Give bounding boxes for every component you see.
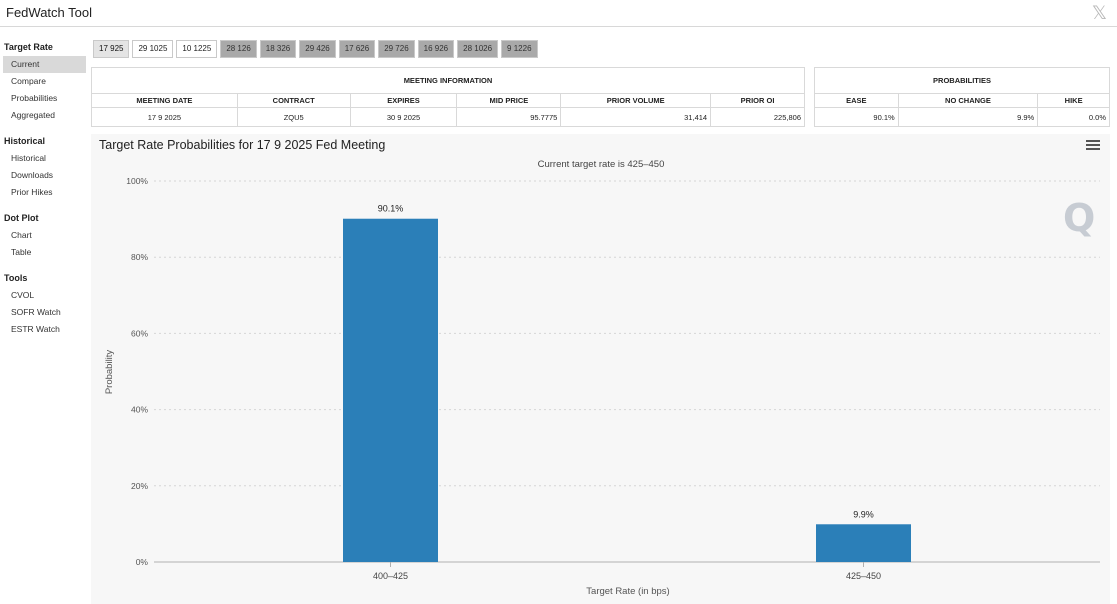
x-tick-label: 400–425 — [373, 571, 408, 581]
y-tick-label: 40% — [131, 405, 148, 415]
y-tick-label: 0% — [136, 557, 149, 567]
chart-title: Target Rate Probabilities for 17 9 2025 … — [99, 138, 386, 152]
probabilities-table: PROBABILITIES EASE NO CHANGE HIKE 90.1% 9.9… — [814, 67, 1110, 127]
sidebar-item-table[interactable]: Table — [11, 247, 32, 257]
x-tick-label: 425–450 — [846, 571, 881, 581]
meeting-tab[interactable]: 29 1025 — [132, 40, 174, 58]
table-cell: ZQU5 — [236, 107, 351, 127]
watermark-logo: Q — [1063, 196, 1096, 240]
meeting-tab[interactable]: 10 1225 — [176, 40, 218, 58]
sidebar-heading: Historical — [4, 136, 46, 146]
column-header: EXPIRES — [349, 93, 458, 108]
column-header: PRIOR OI — [710, 93, 805, 108]
column-header: PRIOR VOLUME — [560, 93, 712, 108]
y-tick-label: 80% — [131, 252, 148, 262]
sidebar-section: Historical Historical Downloads Prior Hikes — [0, 130, 86, 201]
sidebar-item-chart[interactable]: Chart — [11, 230, 32, 240]
close-icon[interactable]: 𝕏 — [1091, 2, 1107, 24]
sidebar-heading: Dot Plot — [4, 213, 39, 223]
target-rate-chart: 0% 20% 40% 60% 80% 100% 90.1% 400–425 9.9% 425–45… — [104, 159, 1100, 597]
table-cell: 17 9 2025 — [91, 107, 238, 127]
sidebar-item-cvol[interactable]: CVOL — [11, 290, 35, 300]
meeting-tab[interactable]: 17 626 — [338, 40, 376, 58]
table-row: EASE NO CHANGE HIKE — [814, 93, 1110, 108]
meeting-date-tabs: 17 925 29 1025 10 1225 28 126 18 326 29 426 17… — [93, 40, 541, 58]
meeting-information-table: MEETING INFORMATION MEETING DATE CONTRACT… — [91, 67, 805, 127]
meeting-tab[interactable]: 18 326 — [259, 40, 297, 58]
sidebar-item-historical[interactable]: Historical — [11, 153, 46, 163]
sidebar-item-prior-hikes[interactable]: Prior Hikes — [11, 187, 53, 197]
table-row: 90.1% 9.9% 0.0% — [814, 107, 1110, 127]
table-cell: 0.0% — [1037, 107, 1110, 127]
meeting-tab[interactable]: 28 126 — [220, 40, 257, 58]
y-tick-label: 20% — [131, 481, 148, 491]
meeting-tab[interactable]: 9 1226 — [501, 40, 538, 58]
column-header: HIKE — [1037, 93, 1110, 108]
table-row: MEETING DATE CONTRACT EXPIRES MID PRICE PRIO… — [91, 93, 805, 108]
sidebar-item-sofr-watch[interactable]: SOFR Watch — [11, 307, 61, 317]
column-header: CONTRACT — [236, 93, 351, 108]
table-cell: 9.9% — [897, 107, 1039, 127]
meeting-tab[interactable]: 29 726 — [378, 40, 415, 58]
sidebar-section: Dot Plot Chart Table — [0, 207, 86, 261]
chart-menu-icon[interactable] — [1086, 140, 1100, 152]
bar — [816, 524, 911, 562]
table-cell: 90.1% — [814, 107, 899, 127]
title-bar: FedWatch Tool 𝕏 — [0, 0, 1117, 27]
table-row: 17 9 2025 ZQU5 30 9 2025 95.7775 31,414 225,8… — [91, 107, 805, 127]
sidebar-item-estr-watch[interactable]: ESTR Watch — [11, 324, 60, 334]
bar — [343, 218, 438, 562]
table-cell: 30 9 2025 — [349, 107, 458, 127]
sidebar-heading: Tools — [4, 273, 28, 283]
chart-subtitle: Current target rate is 425–450 — [538, 159, 665, 170]
sidebar-section: Target Rate Current Compare Probabilities Ag… — [0, 36, 86, 124]
sidebar-item-aggregated[interactable]: Aggregated — [11, 110, 55, 120]
table-cell: 225,806 — [710, 107, 805, 127]
data-label: 90.1% — [378, 204, 404, 214]
column-header: EASE — [814, 93, 899, 108]
meeting-tab[interactable]: 29 426 — [299, 40, 336, 58]
y-tick-label: 100% — [126, 176, 148, 186]
meeting-information-header: MEETING INFORMATION — [91, 67, 805, 94]
y-axis-title: Probability — [104, 350, 115, 395]
column-header: MEETING DATE — [91, 93, 238, 108]
meeting-tab[interactable]: 17 925 — [93, 40, 130, 58]
app-title: FedWatch Tool — [6, 5, 92, 20]
sidebar-item-compare[interactable]: Compare — [11, 76, 46, 86]
sidebar-item-probabilities[interactable]: Probabilities — [11, 93, 58, 103]
x-axis-title: Target Rate (in bps) — [586, 586, 669, 597]
y-tick-label: 60% — [131, 328, 148, 338]
sidebar-item-current[interactable]: Current — [3, 56, 86, 73]
sidebar-heading: Target Rate — [4, 42, 53, 52]
meeting-tab[interactable]: 28 1026 — [457, 40, 499, 58]
column-header: NO CHANGE — [897, 93, 1039, 108]
table-cell: 31,414 — [560, 107, 712, 127]
meeting-tab[interactable]: 16 926 — [417, 40, 455, 58]
column-header: MID PRICE — [456, 93, 562, 108]
table-cell: 95.7775 — [456, 107, 562, 127]
probabilities-header: PROBABILITIES — [814, 67, 1110, 94]
sidebar-nav: Target Rate Current Compare Probabilities Ag… — [0, 36, 86, 344]
data-label: 9.9% — [853, 509, 874, 519]
sidebar-item-downloads[interactable]: Downloads — [11, 170, 54, 180]
chart-panel: 0% 20% 40% 60% 80% 100% 90.1% 400–425 9.9% 425–45… — [91, 134, 1110, 604]
sidebar-section: Tools CVOL SOFR Watch ESTR Watch — [0, 267, 86, 338]
